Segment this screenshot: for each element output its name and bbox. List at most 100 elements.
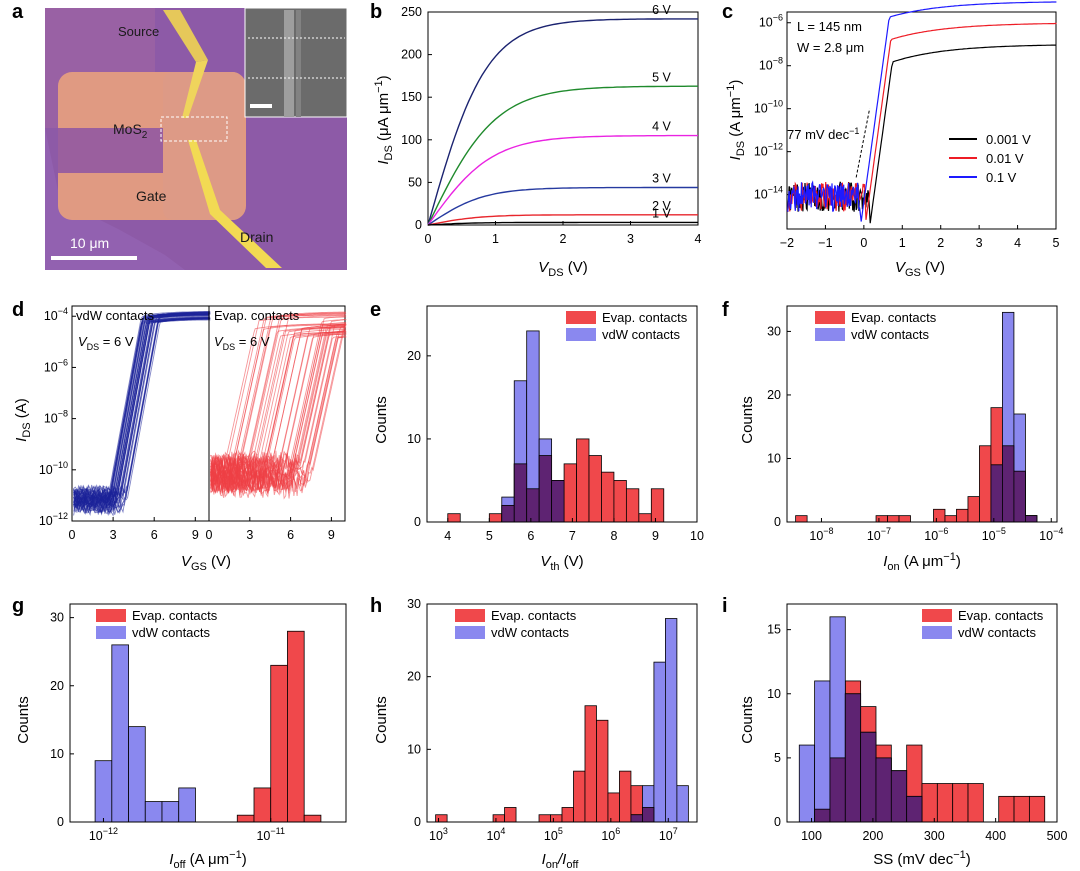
f-xtick-label: 10−8 xyxy=(809,526,833,543)
b-series-label: 4 V xyxy=(652,120,671,134)
e-xtick-label: 7 xyxy=(569,529,576,543)
i-bar-overlap xyxy=(875,757,892,823)
i-bar-overlap xyxy=(860,731,877,823)
f-xtick-label: 10−6 xyxy=(924,526,948,543)
g-bar-evap xyxy=(287,630,305,823)
i-bar-overlap xyxy=(814,808,831,823)
panel-label-e: e xyxy=(370,299,381,321)
e-legend-label: vdW contacts xyxy=(602,327,681,342)
d-ytick-label-exp: −4 xyxy=(58,306,68,316)
e-xtick-label: 10 xyxy=(690,529,704,543)
ylabel-h: Counts xyxy=(373,696,390,744)
d-curve-evap xyxy=(210,327,347,490)
e-bar-evap xyxy=(638,513,652,523)
f-bar-evap xyxy=(956,508,969,523)
f-bar-overlap xyxy=(1013,470,1026,523)
f-xtick-label: 10−4 xyxy=(1039,526,1063,543)
i-bar-evap xyxy=(936,783,954,823)
e-bar-overlap xyxy=(501,504,515,523)
e-xtick-label: 5 xyxy=(486,529,493,543)
i-bar-evap xyxy=(1028,795,1046,823)
h-bar-vdw xyxy=(653,661,666,823)
xlabel-d: VGS (V) xyxy=(181,553,231,573)
d-curve-evap xyxy=(210,314,346,495)
i-legend-label: Evap. contacts xyxy=(958,608,1044,623)
h-xtick-label: 105 xyxy=(544,826,563,843)
annotation-width: W = 2.8 μm xyxy=(797,40,864,55)
panel-c: c −2 −1 0 1 2 3 4 510−1410−1210−1010−810−60.001… xyxy=(722,1,1060,279)
i-axes-frame xyxy=(786,603,1058,823)
f-xtick-label-base: 10 xyxy=(867,529,881,543)
d-curve-evap xyxy=(210,331,347,495)
i-bar-vdw xyxy=(798,744,816,823)
b-series-4 xyxy=(427,186,698,226)
h-bar-evap xyxy=(584,705,597,823)
panel-label-g: g xyxy=(12,595,24,617)
sem-scale-bar xyxy=(250,104,272,108)
i-ytick-label: 10 xyxy=(767,687,781,701)
e-bar-evap xyxy=(588,455,602,523)
i-ytick-label: 0 xyxy=(774,815,781,829)
panel-e: e 4 5 6 7 8 9 10 0 10 20 Evap. contacts vdW contact… xyxy=(370,299,704,573)
scale-bar-label: 10 μm xyxy=(70,235,109,251)
i-xtick-label: 100 xyxy=(801,829,822,843)
d-ytick-label-base: 10 xyxy=(44,309,58,323)
xlabel-f: Ion (A μm−1) xyxy=(883,551,961,573)
source-lead-upper xyxy=(163,10,208,62)
g-bar-evap xyxy=(303,814,322,823)
e-bar-evap xyxy=(576,438,590,523)
d-ytick-label-exp: −8 xyxy=(58,409,68,419)
c-series-3 xyxy=(787,1,1057,222)
e-bar-evap xyxy=(613,480,627,523)
f-xtick-label-exp: −5 xyxy=(996,526,1006,536)
f-xtick-label-exp: −6 xyxy=(938,526,948,536)
ylabel-g: Counts xyxy=(15,696,32,744)
f-ytick-label: 30 xyxy=(767,324,781,338)
i-bar-evap xyxy=(921,783,938,823)
h-axes-frame xyxy=(426,603,698,823)
i-legend-swatch xyxy=(922,626,952,639)
d-ytick-label: 10−12 xyxy=(39,511,68,528)
d-title-evap: Evap. contacts xyxy=(214,308,300,323)
e-bar-evap xyxy=(563,463,577,523)
h-bar-evap xyxy=(561,807,574,823)
label-gate: Gate xyxy=(136,188,167,204)
d-ytick-label-base: 10 xyxy=(44,412,58,426)
micrograph-shadow xyxy=(45,128,185,270)
e-legend-swatch xyxy=(566,328,596,341)
panel-a: a Source MoS2 Gate Drain 10 μm xyxy=(12,1,348,270)
h-xtick-label-base: 10 xyxy=(601,829,615,843)
h-xtick-label-exp: 7 xyxy=(673,826,678,836)
h-ytick-label: 30 xyxy=(407,597,421,611)
i-legend-swatch xyxy=(922,609,952,622)
i-legend-label: vdW contacts xyxy=(958,625,1037,640)
g-bar-vdw xyxy=(111,644,129,823)
c-legend-label: 0.01 V xyxy=(986,151,1024,166)
h-xtick-label-exp: 4 xyxy=(500,826,505,836)
xlabel-i: SS (mV dec−1) xyxy=(873,849,971,868)
xlabel-b: VDS (V) xyxy=(538,259,587,279)
d-ytick-label-base: 10 xyxy=(39,514,53,528)
d-ytick-label: 10−10 xyxy=(39,460,68,477)
channel-box xyxy=(160,116,228,142)
xlabel-g: Ioff (A μm−1) xyxy=(169,849,246,871)
f-legend-swatch xyxy=(815,328,845,341)
e-bar-evap xyxy=(488,513,503,523)
e-legend-label: Evap. contacts xyxy=(602,310,688,325)
e-bar-evap xyxy=(447,513,461,523)
b-series-3 xyxy=(427,134,698,226)
b-series-1 xyxy=(427,18,698,226)
ylabel-e: Counts xyxy=(373,396,390,444)
d-curve-vdw xyxy=(73,311,211,502)
g-legend-label: vdW contacts xyxy=(132,625,211,640)
d-xtick-label: 0 xyxy=(69,528,76,542)
panel-label-f: f xyxy=(722,299,729,321)
f-xtick-label-base: 10 xyxy=(1039,529,1053,543)
i-bar-evap xyxy=(1013,795,1030,823)
d-vds-evap: VDS = 6 V xyxy=(214,334,270,352)
c-ytick-label: 10−10 xyxy=(754,99,783,116)
c-xtick-label: 1 xyxy=(899,236,906,250)
b-xtick-label: 1 xyxy=(492,232,499,246)
